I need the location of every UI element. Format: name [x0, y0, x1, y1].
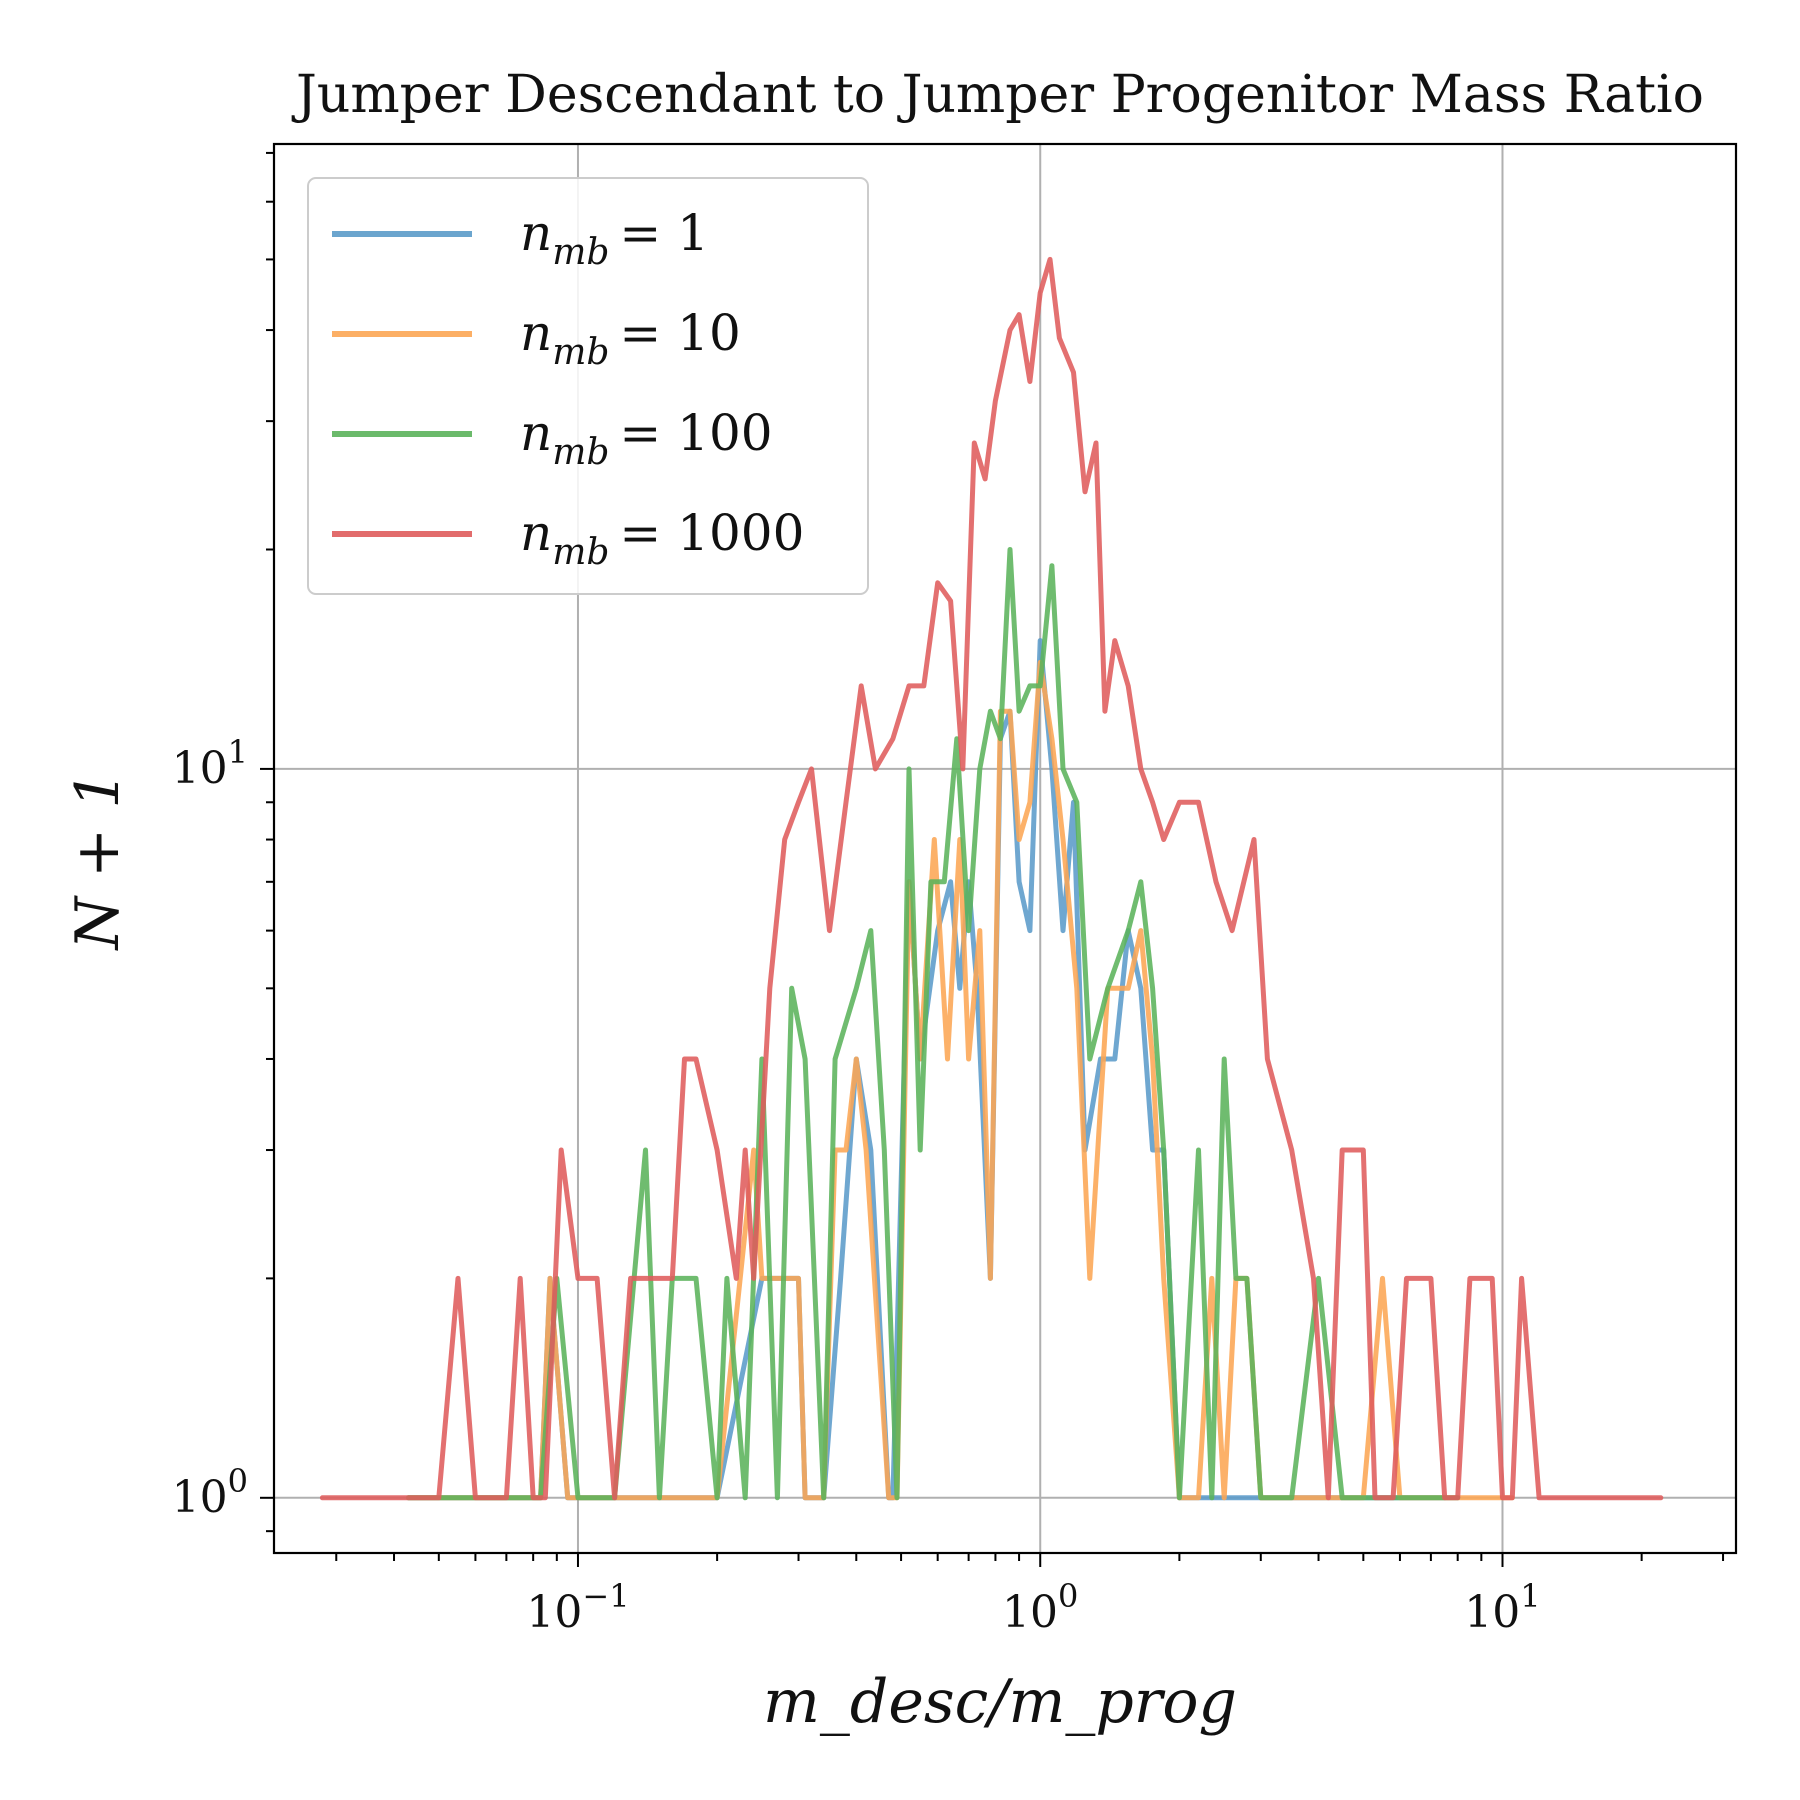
legend-label-value: = 1000	[619, 504, 804, 562]
x-tick-label: 10−1	[526, 1577, 629, 1638]
series-line-3	[406, 547, 1461, 1501]
y-tick-base: 10	[172, 743, 228, 794]
x-tick-base: 10	[1464, 1587, 1520, 1638]
legend-label-value: = 100	[619, 404, 772, 462]
legend-label-3: nmb = 100	[520, 404, 773, 473]
x-tick-base: 10	[526, 1587, 582, 1638]
legend-label-sub: mb	[552, 432, 609, 473]
y-axis-label: N + 1	[63, 770, 133, 951]
legend-label-sub: mb	[552, 332, 609, 373]
legend-box	[307, 177, 869, 595]
y-tick-label: 100	[172, 1462, 248, 1523]
y-tick-exponent: 1	[228, 733, 248, 771]
legend-label-sub: mb	[552, 532, 609, 573]
legend-label-sub: mb	[552, 232, 609, 273]
y-tick-exponent: 0	[228, 1462, 248, 1500]
legend-label-1: nmb = 1	[520, 204, 709, 273]
x-tick-exponent: 1	[1520, 1577, 1540, 1615]
legend-label-2: nmb = 10	[520, 304, 741, 373]
x-tick-label: 100	[1002, 1577, 1078, 1638]
y-tick-base: 10	[172, 1472, 228, 1523]
series-layer	[319, 256, 1664, 1501]
x-tick-exponent: −1	[582, 1577, 629, 1615]
axis-ticks	[260, 151, 1725, 1567]
legend-label-main: n	[520, 204, 552, 262]
x-axis-label: m_desc/m_prog	[763, 1667, 1237, 1737]
legend-label-4: nmb = 1000	[520, 504, 804, 573]
legend-label-main: n	[520, 504, 552, 562]
x-tick-exponent: 0	[1058, 1577, 1078, 1615]
legend-label-main: n	[520, 404, 552, 462]
chart-title: Jumper Descendant to Jumper Progenitor M…	[291, 65, 1704, 125]
x-tick-base: 10	[1002, 1587, 1058, 1638]
plot-frame	[272, 142, 1738, 1555]
series-line-2	[406, 659, 1515, 1501]
legend-label-value: = 1	[619, 204, 709, 262]
legend-label-value: = 10	[619, 304, 740, 362]
series-line-4	[319, 256, 1664, 1501]
x-tick-label: 101	[1464, 1577, 1540, 1638]
y-tick-label: 101	[172, 733, 248, 794]
legend-label-main: n	[520, 304, 552, 362]
